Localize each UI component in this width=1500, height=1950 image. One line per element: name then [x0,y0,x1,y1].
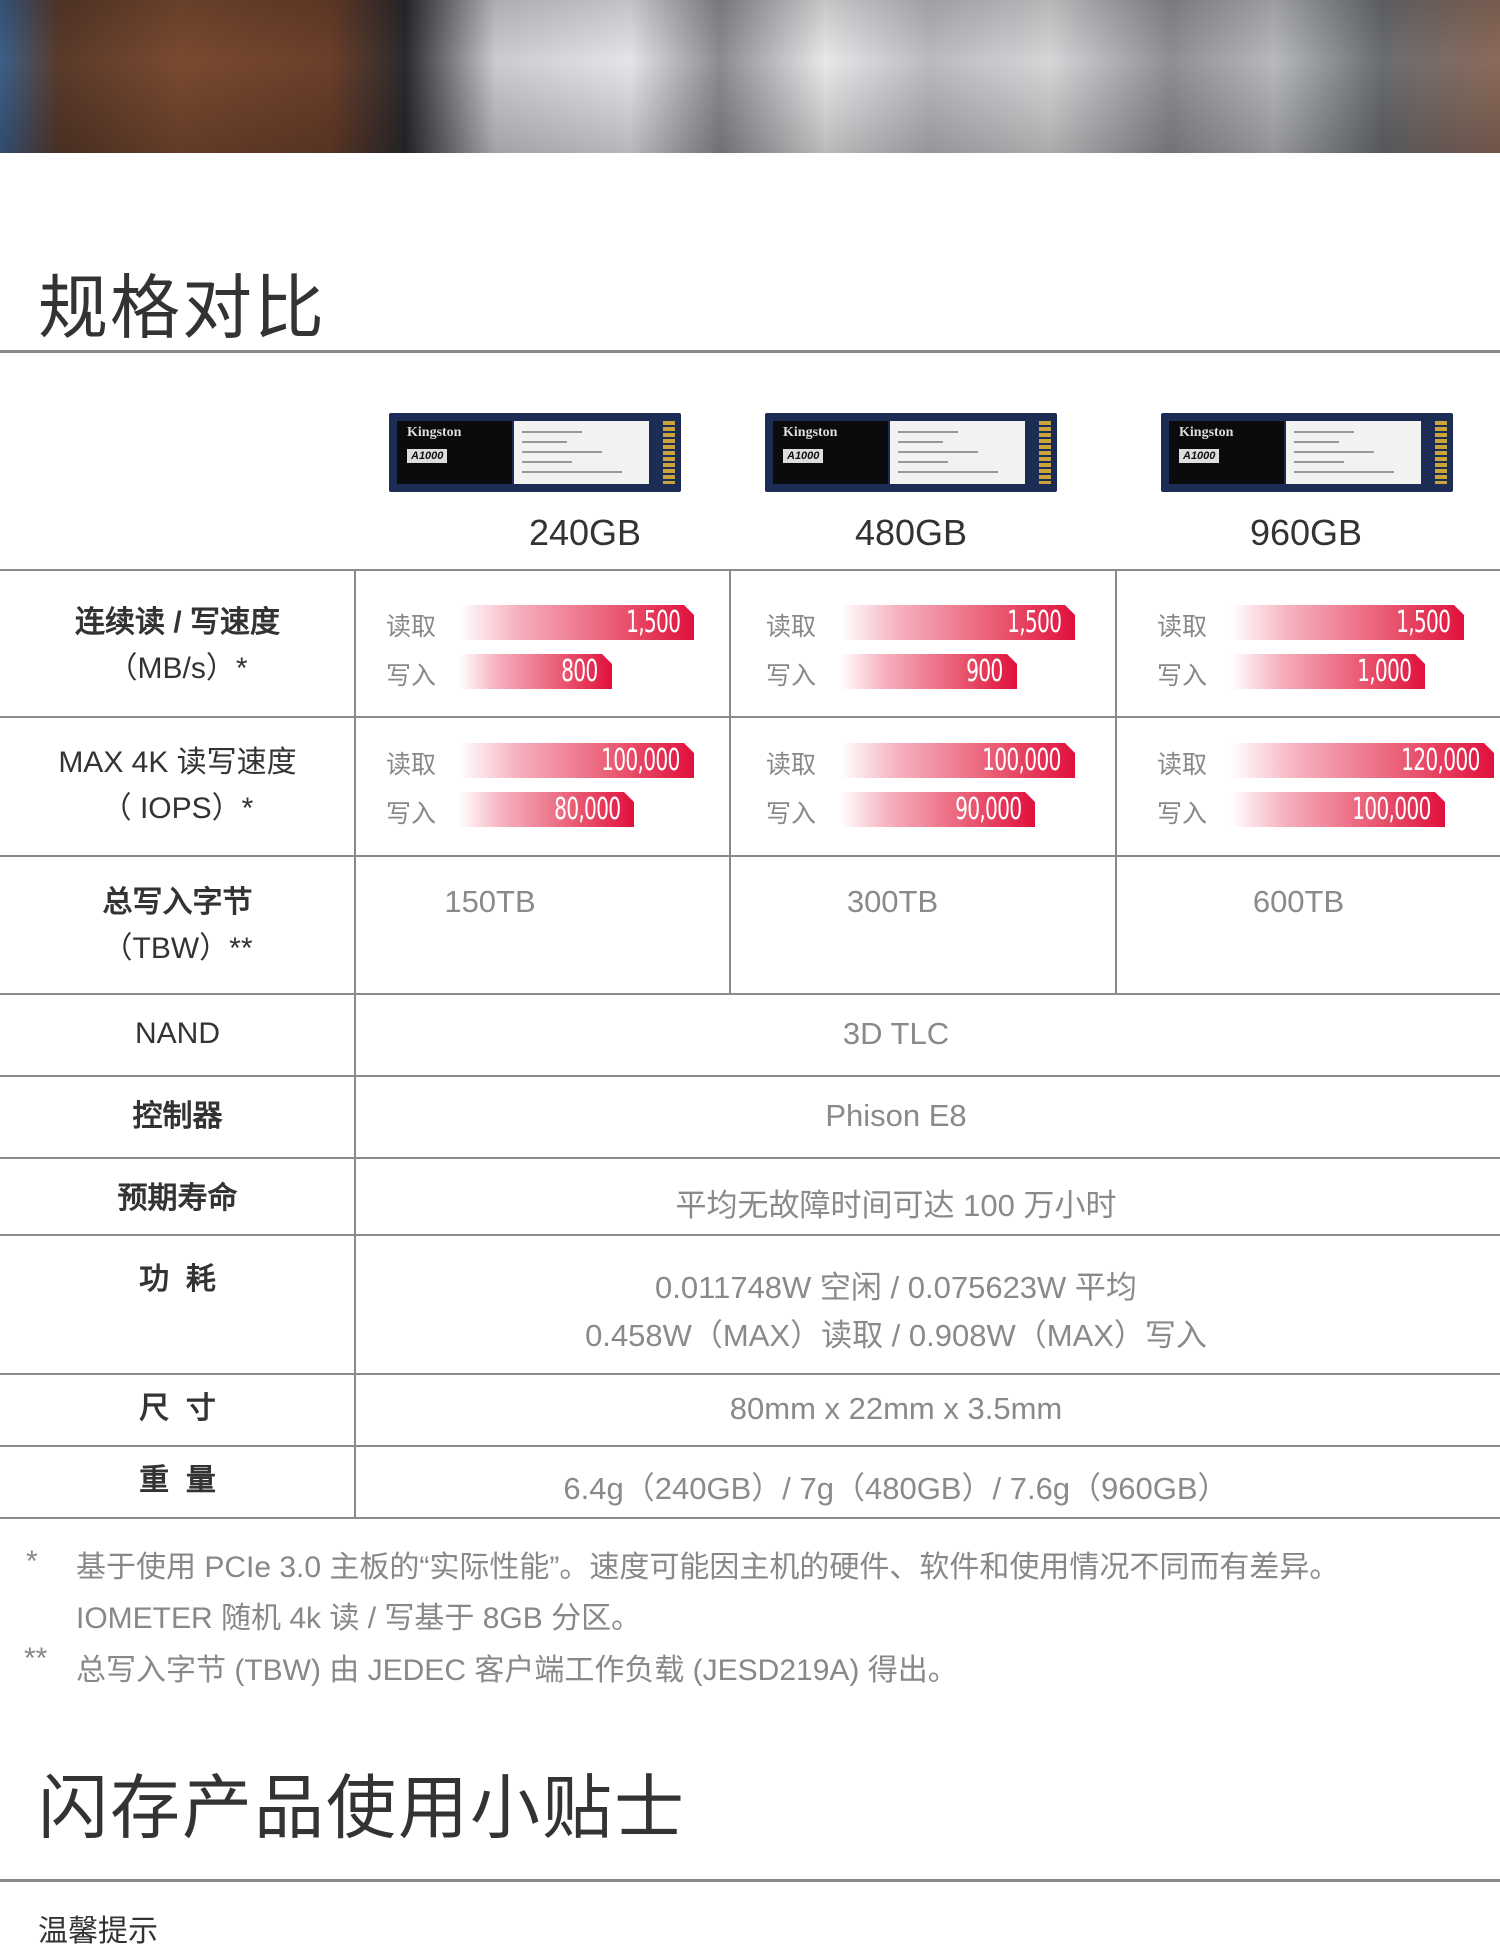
iops-read-value: 100,000 [601,743,680,778]
seq-read-value: 1,500 [1006,605,1061,640]
column-divider [729,569,731,994]
write-label: 写入 [766,800,817,828]
seq-write-bar: 1,000 [1231,654,1425,689]
row-label-controller: 控制器 [132,1100,223,1133]
footnote-mark-2: ** [24,1642,48,1675]
table-divider [0,569,1500,571]
seq-read-bar: 1,500 [1231,605,1464,640]
iops-write-value: 80,000 [553,792,620,827]
controller-value: Phison E8 [825,1098,967,1133]
row-label-tbw: 总写入字节 （TBW）** [102,886,253,965]
power-value-1: 0.011748W 空闲 / 0.075623W 平均 [655,1270,1137,1305]
weight-value: 6.4g（240GB）/ 7g（480GB）/ 7.6g（960GB） [563,1471,1229,1506]
read-label: 读取 [386,751,437,779]
iops-write-value: 100,000 [1352,792,1431,827]
row-label-nand: NAND [134,1017,220,1050]
read-label: 读取 [386,613,437,641]
factory-banner-photo [0,0,1500,153]
column-divider [1115,569,1117,994]
iops-write-bar: 90,000 [840,792,1035,827]
footnote-1a: 基于使用 PCIe 3.0 主板的“实际性能”。速度可能因主机的硬件、软件和使用… [76,1551,1340,1584]
table-divider [0,993,1500,995]
power-value-2: 0.458W（MAX）读取 / 0.908W（MAX）写入 [585,1318,1207,1353]
footnote-2: 总写入字节 (TBW) 由 JEDEC 客户端工作负载 (JESD219A) 得… [76,1654,958,1687]
table-divider [0,1234,1500,1236]
read-label: 读取 [1157,613,1208,641]
seq-write-bar: 900 [840,654,1017,689]
write-label: 写入 [386,662,437,690]
capacity-label: 480GB [854,512,968,553]
table-divider [0,1157,1500,1159]
row-label-weight: 重 量 [139,1464,216,1497]
capacity-label: 960GB [1249,512,1363,553]
write-label: 写入 [1157,662,1208,690]
table-divider [0,716,1500,718]
seq-read-value: 1,500 [1395,605,1450,640]
seq-read-bar: 1,500 [840,605,1075,640]
iops-write-value: 90,000 [954,792,1021,827]
row-label-power: 功 耗 [139,1263,216,1296]
iops-read-bar: 120,000 [1231,743,1494,778]
write-label: 写入 [1157,800,1208,828]
write-label: 写入 [386,800,437,828]
size-value: 80mm x 22mm x 3.5mm [729,1391,1063,1426]
seq-write-bar: 800 [459,654,612,689]
tbw-240gb: 150TB [444,884,536,919]
ssd-product-image: Kingston A1000 [765,413,1057,492]
capacity-label: 240GB [528,512,642,553]
column-divider [354,569,356,1519]
iops-read-bar: 100,000 [840,743,1075,778]
read-label: 读取 [766,751,817,779]
row-label-seq-speed: 连续读 / 写速度 （MB/s）* [74,606,280,685]
title-divider [0,350,1500,353]
table-divider [0,1075,1500,1077]
table-divider [0,1517,1500,1519]
section2-title: 闪存产品使用小贴士 [38,1769,686,1847]
seq-write-value: 900 [966,654,1003,689]
seq-read-value: 1,500 [625,605,680,640]
ssd-product-image: Kingston A1000 [1161,413,1453,492]
iops-write-bar: 80,000 [459,792,634,827]
ssd-product-image: Kingston A1000 [389,413,681,492]
footnote-1b: IOMETER 随机 4k 读 / 写基于 8GB 分区。 [76,1602,642,1635]
row-label-size: 尺 寸 [139,1392,216,1425]
row-label-life: 预期寿命 [117,1182,238,1215]
iops-read-bar: 100,000 [459,743,694,778]
section2-subtitle: 温馨提示 [38,1915,158,1948]
nand-value: 3D TLC [842,1016,950,1051]
table-divider [0,855,1500,857]
seq-read-bar: 1,500 [459,605,694,640]
section2-divider [0,1879,1500,1882]
iops-read-value: 120,000 [1401,743,1480,778]
iops-read-value: 100,000 [982,743,1061,778]
tbw-480gb: 300TB [846,884,939,919]
page-title: 规格对比 [38,269,326,347]
tbw-960gb: 600TB [1252,884,1345,919]
table-divider [0,1373,1500,1375]
read-label: 读取 [1157,751,1208,779]
footnote-mark-1: * [26,1545,38,1578]
life-value: 平均无故障时间可达 100 万小时 [675,1188,1117,1223]
seq-write-value: 1,000 [1356,654,1411,689]
iops-write-bar: 100,000 [1231,792,1445,827]
seq-write-value: 800 [561,654,598,689]
table-divider [0,1445,1500,1447]
row-label-iops: MAX 4K 读写速度（ IOPS）* [58,746,297,825]
read-label: 读取 [766,613,817,641]
write-label: 写入 [766,662,817,690]
